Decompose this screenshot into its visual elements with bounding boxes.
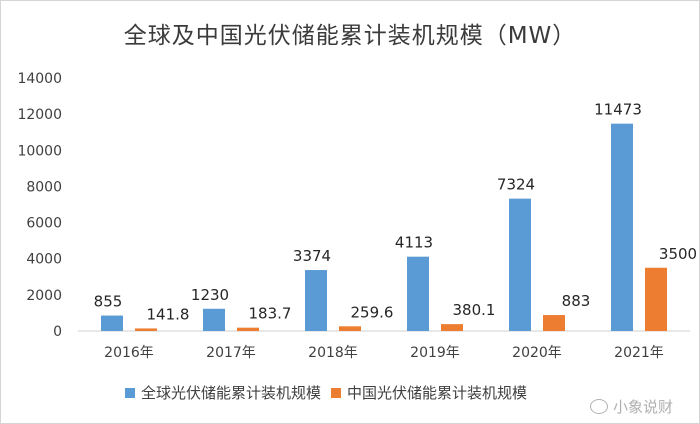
x-tick-label: 2017年 <box>206 345 256 361</box>
data-label-china: 183.7 <box>249 305 292 323</box>
data-label-china: 380.1 <box>453 301 496 319</box>
watermark: 小象说财 <box>590 396 673 417</box>
x-tick-label: 2020年 <box>512 345 562 361</box>
data-label-china: 259.6 <box>351 303 394 321</box>
weibo-icon <box>590 399 608 414</box>
y-tick-label: 0 <box>53 324 62 340</box>
bar-global <box>611 123 633 331</box>
data-label-china: 883 <box>562 292 591 310</box>
bar-china <box>543 315 565 331</box>
y-tick-label: 14000 <box>17 71 62 87</box>
x-tick-label: 2021年 <box>614 345 664 361</box>
bar-global <box>305 270 327 331</box>
data-label-global: 7324 <box>497 176 535 194</box>
bar-china <box>135 328 157 331</box>
legend-label-global: 全球光伏储能累计装机规模 <box>141 384 322 402</box>
data-label-global: 3374 <box>293 247 331 265</box>
chart-title: 全球及中国光伏储能累计装机规模（MW） <box>123 23 577 49</box>
y-tick-label: 4000 <box>26 252 62 268</box>
x-tick-label: 2019年 <box>410 345 460 361</box>
data-label-global: 855 <box>94 293 123 311</box>
legend-swatch-global <box>125 387 135 398</box>
legend-swatch-china <box>331 387 342 398</box>
y-tick-label: 8000 <box>26 179 62 195</box>
y-tick-label: 6000 <box>26 216 62 232</box>
legend-item-global: 全球光伏储能累计装机规模 <box>125 382 321 403</box>
bar-china <box>645 267 667 331</box>
bar-global <box>509 198 531 331</box>
legend-item-china: 中国光伏储能累计装机规模 <box>331 382 527 403</box>
legend-label-china: 中国光伏储能累计装机规模 <box>347 384 528 402</box>
data-label-global: 1230 <box>191 286 229 304</box>
bar-global <box>101 315 123 331</box>
chart-legend: 全球光伏储能累计装机规模 中国光伏储能累计装机规模 <box>125 382 537 403</box>
bar-china <box>339 326 361 331</box>
y-tick-label: 10000 <box>17 143 62 159</box>
data-label-china: 3500 <box>659 245 697 263</box>
bar-global <box>203 308 225 331</box>
y-tick-label: 12000 <box>17 107 62 123</box>
data-label-global: 4113 <box>395 234 433 252</box>
x-tick-label: 2016年 <box>104 345 154 361</box>
bar-china <box>237 327 259 331</box>
x-tick-label: 2018年 <box>308 345 358 361</box>
data-label-global: 11473 <box>594 101 642 119</box>
data-label-china: 141.8 <box>147 305 190 323</box>
bar-global <box>407 256 429 331</box>
watermark-text: 小象说财 <box>613 398 674 416</box>
y-tick-label: 2000 <box>26 288 62 304</box>
bar-china <box>441 324 463 331</box>
